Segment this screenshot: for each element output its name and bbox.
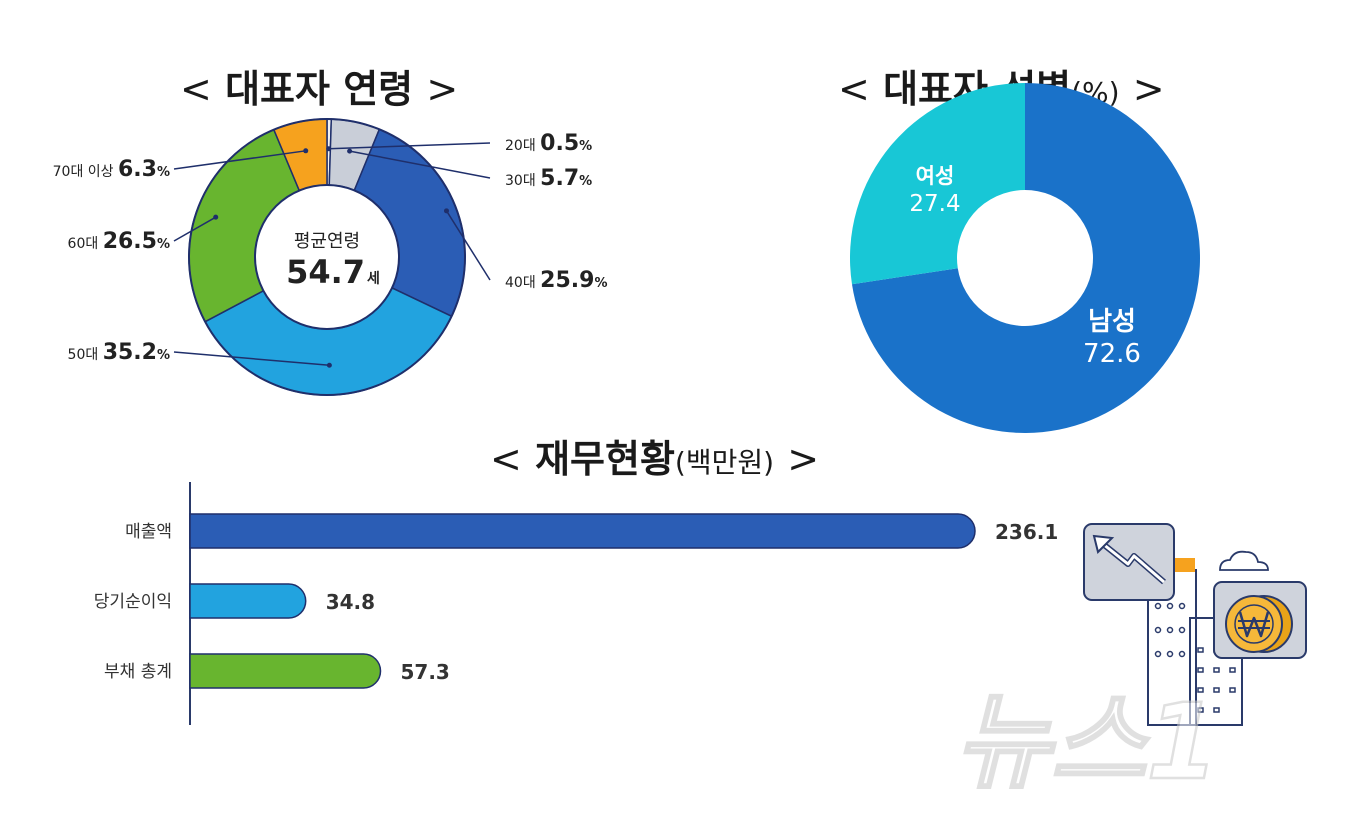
age-leader-dot <box>213 214 219 220</box>
cloud-icon <box>1219 550 1269 571</box>
gender-label-남성: 남성 <box>1088 307 1136 337</box>
gender-value-여성: 27.4 <box>909 191 960 217</box>
age-label-50대: 50대 35.2% <box>68 340 170 365</box>
age-leader-line <box>349 150 491 179</box>
age-leader-dot <box>443 208 449 214</box>
bar-category-label: 매출액 <box>125 522 172 542</box>
age-leader-dot <box>303 148 309 154</box>
age-leader-dot <box>347 148 353 154</box>
age-label-20대: 20대 0.5% <box>505 131 592 156</box>
bar-value-label: 34.8 <box>326 590 375 614</box>
title-bracket-right: > <box>426 67 459 111</box>
age-center-label: 평균연령 <box>294 231 360 252</box>
age-label-40대: 40대 25.9% <box>505 268 607 293</box>
age-leader-dot <box>326 362 332 368</box>
won-coin-icon <box>1213 581 1307 659</box>
title-bracket-left: < <box>490 437 522 481</box>
age-donut-outline <box>188 118 466 396</box>
finance-bar-chart: 매출액 236.1 당기순이익 34.8 부채 총계 57.3 <box>94 482 1058 725</box>
title-bracket-left: < <box>180 67 212 111</box>
bar-당기순이익 <box>189 583 307 619</box>
bar-부채-총계 <box>189 653 382 689</box>
title-bracket-right: > <box>1132 67 1165 111</box>
age-label-30대: 30대 5.7% <box>505 166 592 191</box>
age-leader-dot <box>326 146 332 152</box>
title-bracket-left: < <box>838 67 870 111</box>
age-donut-hole <box>254 184 400 330</box>
age-leader-line <box>173 150 306 170</box>
watermark-logo: 뉴스1 <box>954 680 1220 805</box>
trend-down-icon <box>1083 523 1175 601</box>
bar-category-label: 부채 총계 <box>104 662 172 682</box>
gender-slice-남성 <box>851 83 1200 434</box>
age-leader-line <box>173 351 330 367</box>
bar-value-label: 57.3 <box>401 660 450 684</box>
age-leader-line <box>445 210 491 281</box>
title-bracket-right: > <box>787 437 820 481</box>
age-leader-line <box>173 216 217 242</box>
watermark-text: 뉴스1 <box>955 681 1219 803</box>
age-leader-line <box>328 142 491 150</box>
gender-slice-여성 <box>850 83 1025 285</box>
bar-value-label: 236.1 <box>995 520 1058 544</box>
age-title-text: 대표자 연령 <box>225 67 414 111</box>
bar-매출액 <box>189 513 976 549</box>
finance-illustration <box>1083 523 1307 726</box>
bar-category-label: 당기순이익 <box>94 592 172 612</box>
age-center-value: 54.7 세 <box>286 253 380 291</box>
finance-chart-title: < 재무현황(백만원) > <box>490 428 819 483</box>
finance-title-unit: (백만원) <box>674 446 775 479</box>
age-label-60대: 60대 26.5% <box>68 229 170 254</box>
age-label-70대-이상: 70대 이상 6.3% <box>53 157 170 182</box>
gender-label-여성: 여성 <box>916 164 955 188</box>
age-chart-title: < 대표자 연령 > <box>180 58 458 113</box>
finance-title-text: 재무현황 <box>535 437 675 481</box>
gender-value-남성: 72.6 <box>1083 339 1141 369</box>
